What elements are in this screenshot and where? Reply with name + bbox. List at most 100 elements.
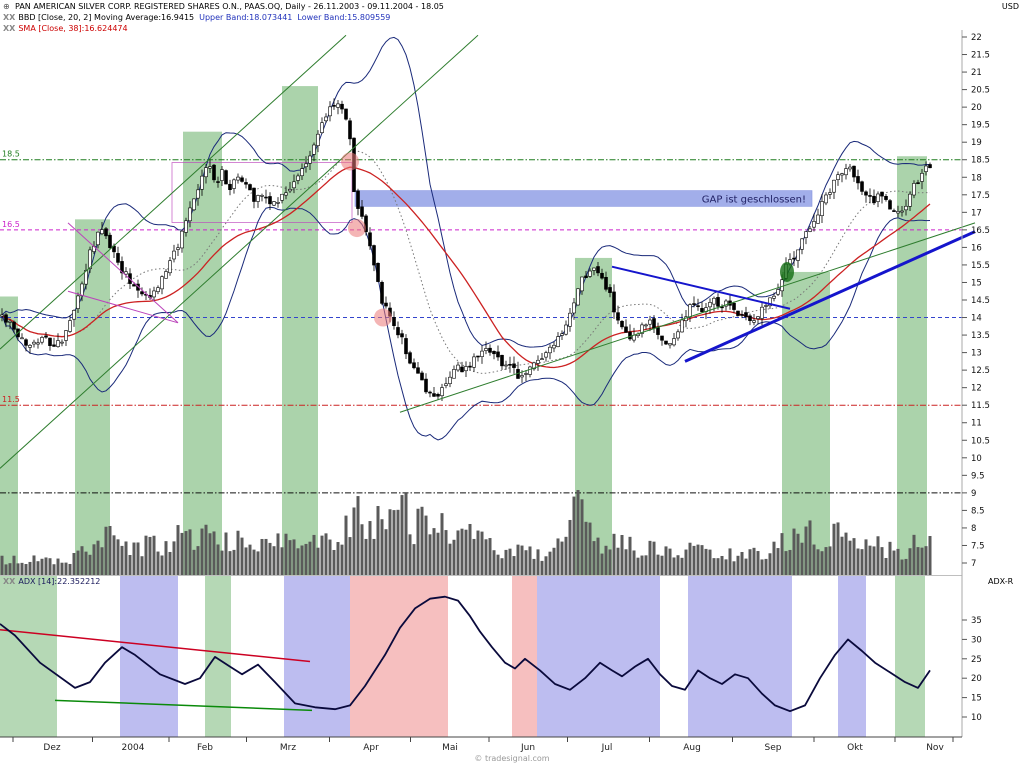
trend-line	[67, 222, 179, 324]
volume-bar	[228, 551, 232, 575]
adx-axis-label: 20	[971, 674, 982, 684]
volume-bar	[820, 551, 824, 575]
volume-bar	[852, 538, 856, 575]
volume-bar	[868, 545, 872, 575]
candle-body	[768, 297, 772, 307]
candle-body	[384, 302, 388, 307]
volume-bar	[292, 539, 296, 575]
volume-bar	[784, 551, 788, 575]
candle-body	[680, 319, 684, 333]
candle-body	[520, 375, 524, 378]
volume-bar	[256, 551, 260, 575]
adx-zone	[120, 576, 178, 737]
candle-body	[880, 191, 884, 197]
month-label: Jul	[601, 743, 613, 753]
volume-bar	[664, 546, 668, 575]
candle-body	[232, 179, 236, 189]
volume-bar	[796, 533, 800, 575]
volume-bar	[80, 546, 84, 575]
candle-body	[896, 211, 900, 214]
volume-bar	[444, 530, 448, 575]
price-axis-label: 10.5	[971, 436, 990, 446]
volume-bar	[668, 548, 672, 575]
candle-body	[328, 106, 332, 117]
volume-bar	[560, 541, 564, 575]
candle-body	[36, 342, 40, 345]
candle-body	[628, 331, 632, 340]
candle-body	[656, 327, 660, 335]
gap-annotation-text: GAP ist geschlossen!	[702, 194, 806, 205]
candle-body	[236, 176, 240, 181]
candle-body	[692, 303, 696, 305]
candle-body	[224, 170, 228, 185]
candle-body	[468, 365, 472, 368]
volume-bar	[596, 537, 600, 575]
volume-bar	[376, 506, 380, 575]
candle-body	[408, 352, 412, 364]
candle-body	[736, 310, 740, 316]
volume-bar	[332, 549, 336, 575]
volume-bar	[212, 531, 216, 575]
volume-bar	[136, 542, 140, 575]
volume-bar	[628, 536, 632, 575]
volume-bar	[592, 541, 596, 575]
volume-bar	[816, 549, 820, 575]
price-axis-label: 17.5	[971, 191, 990, 201]
candle-body	[540, 358, 544, 360]
candle-body	[652, 318, 656, 329]
volume-bar	[312, 534, 316, 575]
volume-bar	[572, 496, 576, 575]
candle-body	[508, 364, 512, 366]
volume-bar	[488, 538, 492, 575]
volume-bar	[116, 539, 120, 575]
volume-bar	[324, 533, 328, 575]
adx-axis-label: 15	[971, 694, 982, 704]
candle-body	[320, 122, 324, 133]
trend-line	[0, 34, 479, 469]
tradesignal-glyph: XX	[3, 13, 16, 22]
volume-bar	[924, 546, 928, 575]
volume-bar	[104, 526, 108, 575]
volume-bar	[860, 549, 864, 575]
candle-body	[600, 272, 604, 279]
volume-bar	[876, 536, 880, 575]
candle-body	[872, 195, 876, 204]
volume-bar	[636, 557, 640, 575]
volume-bar	[132, 542, 136, 575]
volume-bar	[72, 552, 76, 575]
volume-bar	[176, 525, 180, 575]
candle-body	[12, 321, 16, 330]
level-label: 16.5	[2, 220, 20, 229]
candle-body	[304, 163, 308, 168]
volume-bar	[216, 544, 220, 575]
volume-bar	[604, 545, 608, 575]
candle-body	[476, 355, 480, 358]
month-label: Aug	[683, 743, 701, 753]
volume-bar	[56, 558, 60, 575]
trend-line	[67, 290, 179, 324]
candle-body	[160, 276, 164, 290]
volume-bar	[304, 543, 308, 575]
candle-body	[648, 319, 652, 325]
volume-bar	[320, 535, 324, 575]
candle-body	[732, 302, 736, 310]
volume-bar	[748, 549, 752, 575]
candle-body	[216, 181, 220, 183]
candle-body	[724, 300, 728, 307]
volume-bar	[512, 556, 516, 575]
candle-body	[164, 271, 168, 279]
candle-body	[96, 231, 100, 246]
volume-bar	[352, 507, 356, 575]
volume-bar	[848, 540, 852, 575]
candle-body	[24, 339, 28, 346]
candle-body	[204, 167, 208, 178]
candle-body	[804, 231, 808, 238]
watermark: © tradesignal.com	[474, 754, 550, 763]
volume-bar	[520, 545, 524, 575]
adx-axis-title: ADX-R	[988, 577, 1014, 586]
candle-body	[264, 196, 268, 199]
volume-bar	[108, 526, 112, 575]
green-zone	[0, 296, 18, 575]
volume-bar	[124, 541, 128, 575]
